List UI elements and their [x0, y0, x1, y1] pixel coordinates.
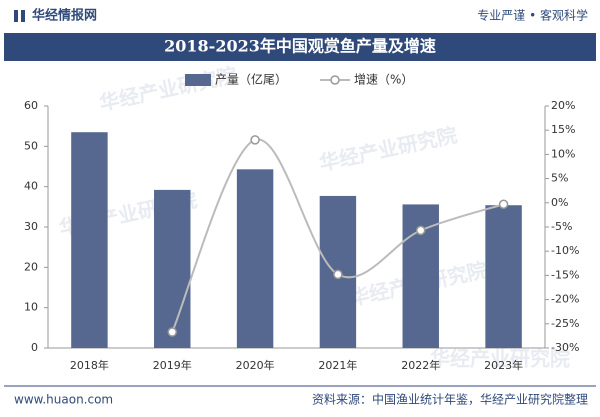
y2-tick-label: -25%: [551, 317, 579, 330]
y2-tick-label: 0%: [551, 196, 568, 209]
y2-tick-label: -20%: [551, 293, 579, 306]
y-tick-label: 0: [31, 341, 38, 354]
website: www.huaon.com: [14, 393, 113, 407]
logo-icon: [21, 10, 25, 22]
x-tick-label: 2022年: [401, 358, 440, 372]
y-tick-label: 40: [24, 180, 38, 193]
y-tick-label: 60: [24, 99, 38, 112]
y2-tick-label: -30%: [551, 341, 579, 354]
y2-tick-label: -15%: [551, 268, 579, 281]
legend-label: 增速（%）: [354, 73, 413, 87]
bar: [154, 189, 191, 348]
logo-text: 华经情报网: [32, 8, 97, 24]
watermark: 华经产业研究院: [430, 347, 570, 371]
x-tick-label: 2023年: [484, 358, 523, 372]
y2-tick-label: -10%: [551, 244, 579, 257]
chart-title: 2018-2023年中国观赏鱼产量及增速: [164, 37, 436, 56]
legend-swatch: [185, 74, 211, 86]
x-tick-label: 2020年: [236, 358, 275, 372]
y2-tick-label: 15%: [551, 123, 575, 136]
y2-tick-label: 20%: [551, 99, 575, 112]
y-tick-label: 50: [24, 139, 38, 152]
y-tick-label: 20: [24, 260, 38, 273]
bar: [71, 132, 108, 348]
x-tick-label: 2019年: [153, 358, 192, 372]
line-point: [333, 269, 343, 280]
y2-tick-label: -5%: [551, 220, 572, 233]
line-point: [416, 225, 426, 236]
y-tick-label: 30: [24, 220, 38, 233]
y2-tick-label: 5%: [551, 172, 568, 185]
logo-icon: [14, 10, 18, 22]
bar: [236, 169, 274, 348]
slogan: 专业严谨 • 客观科学: [477, 8, 588, 23]
line-point: [167, 327, 177, 337]
source: 资料来源：中国渔业统计年鉴，华经产业研究院整理: [312, 392, 588, 407]
title-bar: [4, 33, 596, 61]
line-point: [250, 135, 260, 145]
y-tick-label: 10: [24, 301, 38, 314]
legend-swatch: [330, 75, 340, 85]
x-tick-label: 2021年: [318, 358, 357, 372]
y2-tick-label: 10%: [551, 147, 575, 160]
x-tick-label: 2018年: [70, 358, 109, 372]
line-point: [498, 199, 509, 210]
bar: [485, 205, 522, 348]
legend-label: 产量（亿尾）: [215, 72, 287, 87]
line: [171, 138, 504, 333]
